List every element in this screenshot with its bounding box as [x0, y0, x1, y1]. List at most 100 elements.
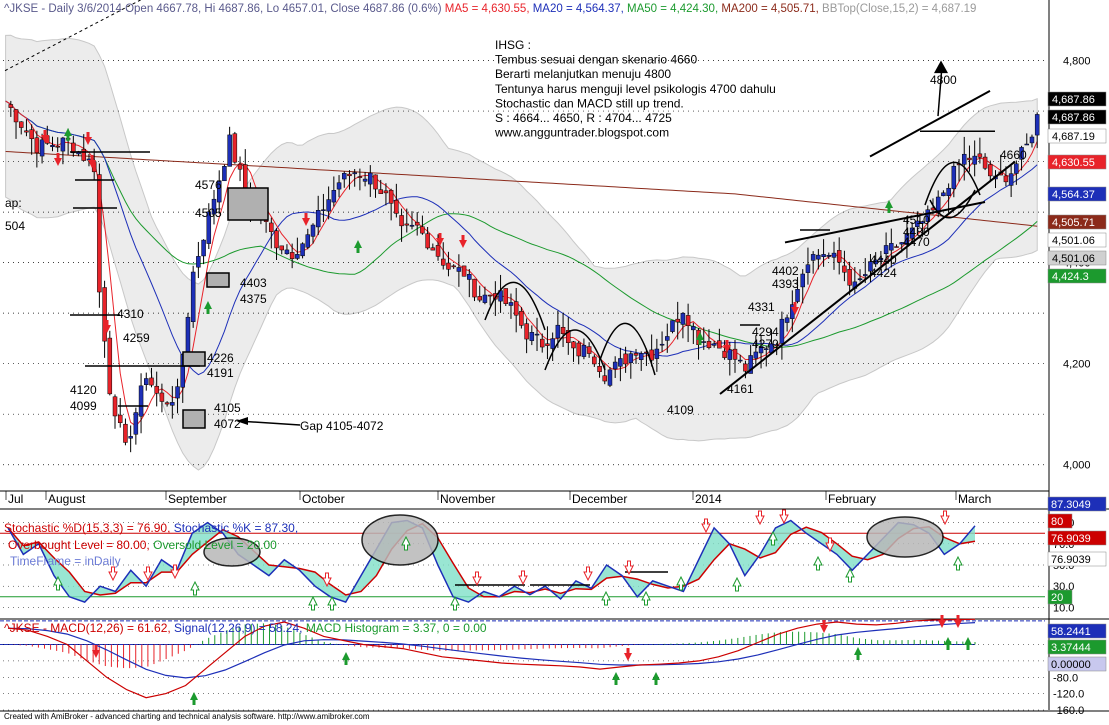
candle-body	[60, 137, 66, 152]
candle-body	[388, 189, 394, 204]
cup-arc	[929, 189, 976, 219]
candle-body	[743, 363, 748, 372]
candle-body	[701, 341, 706, 343]
candle-body	[461, 265, 467, 277]
candle-body	[805, 264, 811, 273]
macd-y-tick-label: -80.0	[1053, 672, 1078, 684]
candle-body	[201, 239, 206, 257]
stochastic-header-part: Oversold Level = 20.00	[153, 538, 277, 552]
candle-body	[336, 182, 342, 190]
macd-buy-arrow	[612, 672, 620, 685]
level-annotation: 4510	[903, 213, 930, 227]
price-tag-box	[1047, 268, 1107, 284]
candle-body	[289, 252, 295, 259]
macd-y-tick-label: -160.0	[1053, 705, 1084, 717]
level-annotation: 4403	[240, 276, 267, 290]
stochastic-header-part: Stochastic %D(15,3,3) = 76.90,	[4, 521, 174, 535]
macd-signal-line	[7, 622, 976, 679]
rounding-arc	[599, 322, 656, 376]
stochastic-highlight-ellipse	[203, 537, 261, 567]
candle-body	[315, 210, 321, 228]
gap-pointer-line	[237, 420, 301, 426]
candle-body	[196, 256, 201, 268]
candle-body	[357, 176, 363, 178]
candle-body	[758, 346, 764, 354]
gap-box	[227, 187, 269, 221]
level-annotation: 4424	[870, 266, 897, 280]
ma20-line	[5, 100, 1038, 376]
stochastic-buy-arrow	[641, 590, 651, 606]
candle-body	[685, 315, 691, 327]
candle-body	[972, 155, 977, 165]
x-tick-label: September	[168, 492, 227, 506]
level-annotation: 4109	[667, 403, 694, 417]
stochastic-sell-arrow	[108, 566, 118, 582]
candle-body	[722, 350, 727, 358]
candle-body	[310, 224, 316, 237]
stochastic-buy-arrow	[308, 595, 318, 611]
candle-body	[342, 173, 347, 180]
level-annotation: 4470	[903, 235, 930, 249]
x-tick-label: Jul	[8, 492, 23, 506]
candle-body	[409, 224, 415, 227]
candle-body	[909, 227, 915, 239]
candle-body	[295, 254, 300, 259]
ma200-line	[5, 151, 1038, 227]
level-annotation: 4440	[870, 253, 897, 267]
price-tag-box	[1047, 232, 1107, 248]
macd-tag-label: 3.37444	[1051, 642, 1091, 654]
candle-body	[513, 301, 519, 316]
price-tag-label: 4,564.37	[1052, 189, 1095, 201]
candle-body	[951, 165, 957, 190]
candle-body	[868, 261, 873, 272]
level-annotation: ap:	[5, 196, 22, 210]
candle-body	[706, 340, 712, 348]
level-annotation: 4294	[752, 325, 779, 339]
candle-body	[904, 234, 910, 245]
candle-body	[894, 246, 899, 248]
sell-arrow	[41, 130, 49, 143]
candle-body	[1024, 143, 1030, 146]
stochastic-buy-arrow	[601, 590, 611, 606]
price-y-tick-label: 4,200	[1063, 359, 1091, 371]
candle-body	[920, 221, 925, 224]
candle-body	[368, 172, 373, 185]
candle-body	[967, 157, 972, 161]
candle-body	[39, 139, 45, 157]
level-annotation: 4072	[214, 417, 241, 431]
candle-body	[618, 358, 623, 367]
commentary-line: S : 4664... 4650, R : 4704... 4725	[495, 111, 672, 125]
candle-body	[211, 198, 217, 215]
candle-body	[847, 268, 852, 286]
price-tag-box	[1047, 154, 1107, 170]
stochastic-tag-label: 80	[1051, 516, 1063, 528]
candle-body	[737, 359, 743, 362]
candle-body	[831, 252, 837, 258]
candle-body	[8, 104, 14, 108]
candle-body	[925, 209, 931, 222]
stochastic-k-line	[7, 519, 976, 604]
candle-body	[519, 310, 524, 326]
buy-arrow	[354, 240, 362, 253]
commentary-line: Tentunya harus menguji level psikologis …	[495, 82, 776, 96]
candle-body	[946, 187, 951, 196]
candle-body	[764, 348, 769, 350]
candle-body	[638, 353, 644, 360]
target-arrow-shaft	[937, 65, 943, 117]
x-tick-label: March	[958, 492, 991, 506]
gap-box	[182, 351, 206, 367]
candle-body	[612, 361, 618, 370]
candle-body	[440, 258, 446, 266]
candle-body	[477, 296, 482, 301]
candle-body	[144, 378, 149, 385]
price-header-part: BBTop(Close,15,2) = 4,687.19	[822, 3, 976, 15]
candle-body	[628, 353, 634, 363]
stochastic-buy-arrow	[768, 530, 778, 546]
sell-arrow	[302, 213, 310, 226]
x-tick-label: December	[572, 492, 627, 506]
candle-body	[321, 209, 326, 211]
stochastic-sell-arrow	[170, 564, 180, 580]
candle-body	[435, 245, 441, 257]
candle-body	[675, 318, 680, 323]
stochastic-buy-arrow	[401, 535, 411, 551]
